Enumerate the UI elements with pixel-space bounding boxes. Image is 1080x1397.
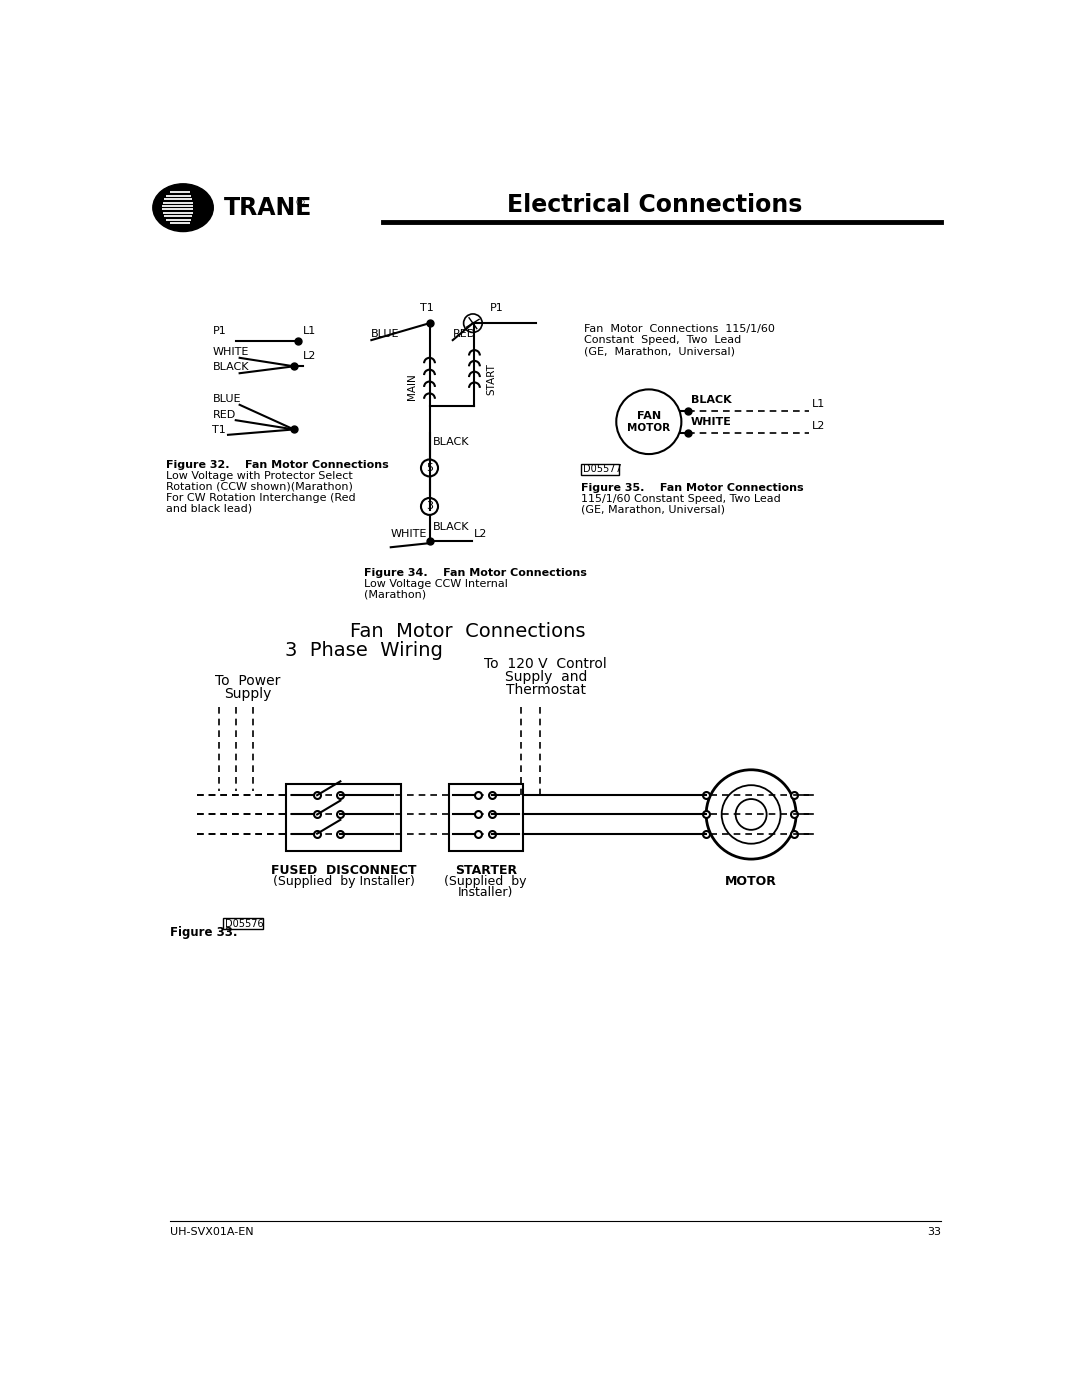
Circle shape xyxy=(421,497,438,515)
Text: BLUE: BLUE xyxy=(372,330,400,339)
Text: WHITE: WHITE xyxy=(391,529,427,539)
Circle shape xyxy=(463,314,482,332)
Text: BLACK: BLACK xyxy=(433,521,470,531)
Text: WHITE: WHITE xyxy=(691,416,731,427)
Circle shape xyxy=(706,770,796,859)
Text: BLACK: BLACK xyxy=(213,362,249,372)
Text: BLACK: BLACK xyxy=(433,437,470,447)
Text: Supply  and: Supply and xyxy=(504,669,586,683)
Text: Thermostat: Thermostat xyxy=(505,683,585,697)
Text: Fan  Motor  Connections  115/1/60: Fan Motor Connections 115/1/60 xyxy=(584,324,775,334)
Text: P1: P1 xyxy=(490,303,503,313)
Text: FAN: FAN xyxy=(637,411,661,420)
Text: BLUE: BLUE xyxy=(213,394,241,405)
Circle shape xyxy=(617,390,681,454)
Text: STARTER: STARTER xyxy=(455,865,516,877)
Text: and black lead): and black lead) xyxy=(166,503,252,513)
Text: L1: L1 xyxy=(303,326,316,335)
Text: D05576: D05576 xyxy=(225,919,264,929)
Text: Supply: Supply xyxy=(224,687,271,701)
Bar xyxy=(449,784,523,851)
Text: 115/1/60 Constant Speed, Two Lead: 115/1/60 Constant Speed, Two Lead xyxy=(581,495,781,504)
Text: D05577: D05577 xyxy=(583,464,622,475)
Text: MOTOR: MOTOR xyxy=(627,423,671,433)
Text: RED: RED xyxy=(213,409,235,420)
Text: P1: P1 xyxy=(213,326,226,335)
Text: Low Voltage CCW Internal: Low Voltage CCW Internal xyxy=(364,578,508,588)
Ellipse shape xyxy=(153,184,213,232)
Text: T1: T1 xyxy=(419,303,433,313)
Text: 5: 5 xyxy=(426,462,433,474)
Text: To  120 V  Control: To 120 V Control xyxy=(484,657,607,671)
Text: (Marathon): (Marathon) xyxy=(364,590,426,599)
Text: MOTOR: MOTOR xyxy=(725,876,778,888)
Text: Figure 34.    Fan Motor Connections: Figure 34. Fan Motor Connections xyxy=(364,569,586,578)
Text: L1: L1 xyxy=(811,400,825,409)
Text: TRANE: TRANE xyxy=(225,196,312,219)
Text: Figure 32.    Fan Motor Connections: Figure 32. Fan Motor Connections xyxy=(166,460,389,471)
Text: 33: 33 xyxy=(927,1227,941,1236)
Text: For CW Rotation Interchange (Red: For CW Rotation Interchange (Red xyxy=(166,493,355,503)
Circle shape xyxy=(421,460,438,476)
Text: 3  Phase  Wiring: 3 Phase Wiring xyxy=(285,641,443,661)
Text: To  Power: To Power xyxy=(215,675,280,689)
Bar xyxy=(286,784,401,851)
Text: RED: RED xyxy=(453,330,476,339)
Text: 3: 3 xyxy=(426,502,433,511)
Text: MAIN: MAIN xyxy=(407,373,418,400)
Text: BLACK: BLACK xyxy=(691,395,731,405)
Text: Installer): Installer) xyxy=(458,886,513,900)
Text: L2: L2 xyxy=(811,420,825,430)
Text: (GE,  Marathon,  Universal): (GE, Marathon, Universal) xyxy=(584,346,735,356)
Bar xyxy=(222,918,262,929)
Text: UH-SVX01A-EN: UH-SVX01A-EN xyxy=(170,1227,254,1236)
Text: WHITE: WHITE xyxy=(213,346,248,356)
Bar xyxy=(581,464,619,475)
Text: Constant  Speed,  Two  Lead: Constant Speed, Two Lead xyxy=(584,335,742,345)
Text: FUSED  DISCONNECT: FUSED DISCONNECT xyxy=(271,865,416,877)
Text: Rotation (CCW shown)(Marathon): Rotation (CCW shown)(Marathon) xyxy=(166,482,353,492)
Text: ®: ® xyxy=(295,198,306,208)
Text: (GE, Marathon, Universal): (GE, Marathon, Universal) xyxy=(581,504,725,515)
Text: T1: T1 xyxy=(213,425,226,436)
Circle shape xyxy=(735,799,767,830)
Text: L2: L2 xyxy=(474,529,487,539)
Text: (Supplied  by Installer): (Supplied by Installer) xyxy=(272,876,415,888)
Text: Figure 33.: Figure 33. xyxy=(170,926,238,939)
Text: Fan  Motor  Connections: Fan Motor Connections xyxy=(351,622,586,641)
Text: Figure 35.    Fan Motor Connections: Figure 35. Fan Motor Connections xyxy=(581,483,804,493)
Text: L2: L2 xyxy=(303,352,316,362)
Circle shape xyxy=(721,785,781,844)
Text: START: START xyxy=(486,363,497,395)
Text: Electrical Connections: Electrical Connections xyxy=(507,193,802,217)
Text: (Supplied  by: (Supplied by xyxy=(445,876,527,888)
Text: Low Voltage with Protector Select: Low Voltage with Protector Select xyxy=(166,471,353,481)
